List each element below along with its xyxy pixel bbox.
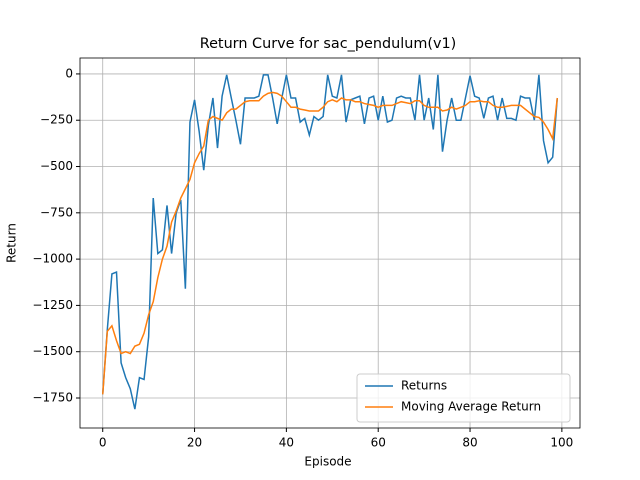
x-tick-label: 60 bbox=[371, 436, 386, 450]
y-tick-label: −1250 bbox=[32, 298, 73, 312]
y-tick-label: −1000 bbox=[32, 252, 73, 266]
legend-label: Returns bbox=[401, 379, 447, 393]
legend-label: Moving Average Return bbox=[401, 400, 541, 414]
x-tick-label: 20 bbox=[187, 436, 202, 450]
y-axis-label: Return bbox=[5, 223, 19, 263]
data-line bbox=[101, 91, 559, 395]
y-tick-label: −250 bbox=[40, 113, 73, 127]
x-axis-label: Episode bbox=[304, 455, 351, 469]
y-tick-label: −750 bbox=[40, 205, 73, 219]
legend-box bbox=[356, 373, 571, 423]
x-tick-label: 80 bbox=[462, 436, 477, 450]
x-tick-label: 0 bbox=[99, 436, 107, 450]
y-tick-label: 0 bbox=[65, 66, 73, 80]
y-tick-label: −1500 bbox=[32, 344, 73, 358]
y-tick-label: −500 bbox=[40, 159, 73, 173]
chart-title: Return Curve for sac_pendulum(v1) bbox=[200, 36, 457, 52]
y-tick-label: −1750 bbox=[32, 391, 73, 405]
plot-frame bbox=[79, 57, 581, 429]
x-tick-label: 40 bbox=[279, 436, 294, 450]
x-tick-label: 100 bbox=[550, 436, 573, 450]
data-line bbox=[101, 74, 559, 410]
